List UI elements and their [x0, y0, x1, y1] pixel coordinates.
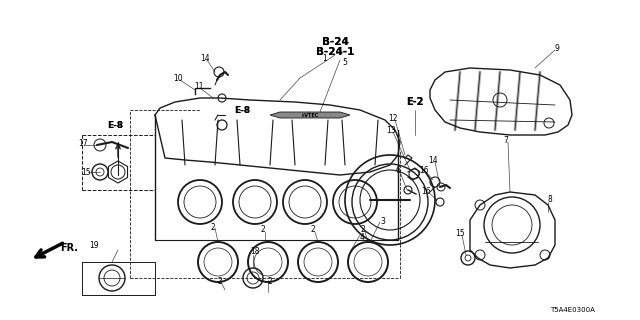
Text: E-8: E-8 — [107, 121, 123, 130]
Text: 13: 13 — [386, 125, 396, 134]
Text: E-2: E-2 — [406, 97, 424, 107]
Text: FR.: FR. — [60, 243, 78, 253]
Text: 2: 2 — [360, 226, 365, 235]
Text: E-8: E-8 — [234, 106, 250, 115]
Text: i-VTEC: i-VTEC — [301, 113, 319, 117]
Text: 14: 14 — [200, 53, 210, 62]
Text: 10: 10 — [173, 74, 183, 83]
Text: 16: 16 — [421, 188, 431, 196]
Text: B-24: B-24 — [321, 37, 348, 47]
Text: 15: 15 — [455, 228, 465, 237]
Text: 8: 8 — [548, 196, 552, 204]
Text: 11: 11 — [195, 82, 204, 91]
Polygon shape — [270, 112, 350, 118]
Text: 17: 17 — [78, 139, 88, 148]
Text: T5A4E0300A: T5A4E0300A — [550, 307, 595, 313]
Text: 4: 4 — [360, 234, 364, 243]
Text: E-8: E-8 — [234, 106, 250, 115]
Text: 19: 19 — [89, 241, 99, 250]
Text: 2: 2 — [218, 277, 222, 286]
Text: 9: 9 — [555, 44, 559, 52]
Text: E-8: E-8 — [107, 121, 123, 130]
Text: 14: 14 — [428, 156, 438, 164]
Text: 16: 16 — [419, 165, 429, 174]
Text: 18: 18 — [250, 247, 260, 257]
Text: E-2: E-2 — [406, 97, 424, 107]
Text: 2: 2 — [310, 226, 316, 235]
Text: 3: 3 — [381, 218, 385, 227]
Text: 2: 2 — [260, 226, 266, 235]
Text: B-24-1: B-24-1 — [316, 47, 354, 57]
Text: B-24: B-24 — [321, 37, 348, 47]
Text: 5: 5 — [342, 58, 348, 67]
Text: 2: 2 — [211, 222, 216, 231]
Text: B-24-1: B-24-1 — [316, 47, 354, 57]
Text: 7: 7 — [504, 135, 508, 145]
Text: 15: 15 — [81, 167, 91, 177]
Text: 2: 2 — [268, 277, 273, 286]
Text: 6: 6 — [396, 165, 401, 174]
Text: 1: 1 — [323, 53, 328, 62]
Text: 12: 12 — [388, 114, 397, 123]
